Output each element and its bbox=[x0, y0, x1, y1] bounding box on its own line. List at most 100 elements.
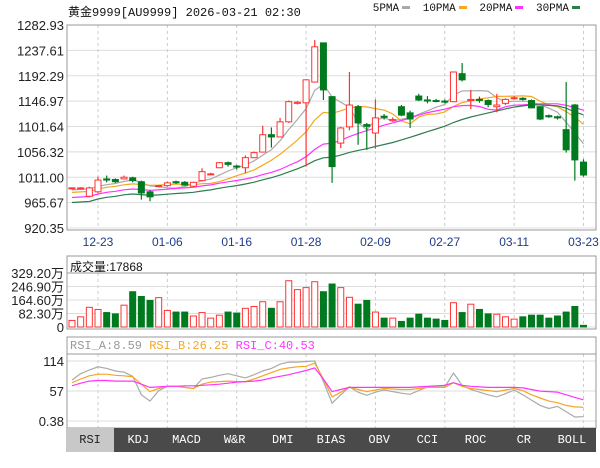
volume-bar bbox=[155, 297, 163, 328]
ma-legend: 5PMA 10PMA 20PMA 30PMA bbox=[373, 3, 586, 15]
candle-body bbox=[267, 134, 275, 138]
legend-30pma: 30PMA bbox=[535, 3, 569, 15]
volume-bar bbox=[77, 316, 85, 328]
volume-header-box bbox=[66, 255, 597, 274]
volume-bar bbox=[103, 312, 111, 328]
candle-body bbox=[224, 162, 232, 165]
volume-bar bbox=[475, 308, 483, 328]
candle-body bbox=[458, 73, 466, 81]
candle-body bbox=[285, 101, 293, 123]
volume-bar bbox=[250, 305, 258, 328]
candle-body bbox=[215, 162, 223, 169]
volume-bar bbox=[189, 315, 197, 328]
candle-body bbox=[545, 115, 553, 118]
date-tick-label: 03-23 bbox=[568, 235, 599, 249]
candle-body bbox=[103, 178, 111, 181]
tab-roc[interactable]: ROC bbox=[464, 433, 487, 447]
tab-cci[interactable]: CCI bbox=[416, 433, 439, 447]
candle-body bbox=[501, 98, 509, 104]
volume-bar bbox=[241, 307, 249, 328]
tab-cr[interactable]: CR bbox=[516, 433, 531, 447]
volume-bar bbox=[181, 311, 189, 328]
volume-bar bbox=[319, 291, 327, 328]
candle-body bbox=[172, 181, 180, 184]
candle-body bbox=[181, 181, 189, 186]
candle-body bbox=[94, 179, 102, 193]
candle-body bbox=[371, 117, 379, 134]
tab-obv[interactable]: OBV bbox=[368, 433, 391, 447]
candle-body bbox=[354, 106, 362, 124]
volume-bar bbox=[163, 309, 171, 328]
tab-dmi[interactable]: DMI bbox=[272, 433, 294, 447]
candle-body bbox=[293, 101, 301, 104]
candle-body bbox=[137, 181, 145, 194]
volume-bar bbox=[85, 306, 93, 328]
volume-tick-label: 0 bbox=[57, 320, 64, 335]
tab-boll[interactable]: BOLL bbox=[557, 433, 587, 447]
volume-bar bbox=[215, 314, 223, 328]
volume-bar bbox=[233, 312, 241, 328]
price-tick-label: 1011.00 bbox=[18, 170, 64, 185]
chart-title: 黄金9999[AU9999] 2026-03-21 02:30 bbox=[68, 6, 301, 20]
price-tick-label: 1056.32 bbox=[17, 145, 64, 160]
date-tick-label: 01-28 bbox=[291, 235, 322, 249]
date-tick-label: 01-06 bbox=[152, 235, 183, 249]
tab-kdj[interactable]: KDJ bbox=[127, 433, 150, 447]
volume-bar bbox=[397, 320, 405, 328]
tab-macd[interactable]: MACD bbox=[172, 433, 201, 447]
volume-bar bbox=[328, 283, 336, 328]
rsi-line-rsi_b bbox=[71, 362, 584, 408]
volume-tick-label: 82.30万 bbox=[18, 307, 64, 322]
candle-body bbox=[155, 185, 163, 188]
candle-body bbox=[449, 71, 457, 103]
date-tick-label: 01-16 bbox=[221, 235, 252, 249]
volume-bar bbox=[94, 308, 102, 328]
tab-rsi[interactable]: RSI bbox=[66, 428, 115, 452]
candle-body bbox=[571, 104, 579, 161]
candle-body bbox=[207, 173, 215, 176]
volume-bar bbox=[120, 304, 128, 328]
candle-body bbox=[423, 99, 431, 102]
volume-bar bbox=[501, 316, 509, 328]
volume-bar bbox=[423, 317, 431, 328]
ma-line-20 bbox=[71, 103, 584, 199]
volume-bar bbox=[111, 313, 119, 328]
tab-bias[interactable]: BIAS bbox=[316, 433, 346, 447]
volume-bar bbox=[527, 314, 535, 328]
legend-swatch bbox=[458, 5, 467, 9]
volume-bar bbox=[68, 319, 76, 328]
volume-bar bbox=[571, 305, 579, 328]
date-tick-label: 12-23 bbox=[83, 235, 114, 249]
volume-bar bbox=[449, 302, 457, 328]
date-tick-label: 03-11 bbox=[499, 235, 529, 249]
candle-body bbox=[363, 124, 371, 127]
candle-body bbox=[111, 178, 119, 183]
legend-10pma: 10PMA bbox=[422, 3, 456, 15]
rsi-b-label: RSI_B:26.25 bbox=[149, 339, 229, 353]
volume-bar bbox=[137, 295, 145, 328]
volume-bar bbox=[493, 313, 501, 328]
tab-wr[interactable]: W&R bbox=[223, 433, 246, 447]
candle-body bbox=[163, 182, 171, 187]
candle-body bbox=[415, 95, 423, 101]
ma-line-30 bbox=[71, 104, 584, 204]
candle-body bbox=[562, 129, 570, 151]
candle-body bbox=[536, 106, 544, 120]
date-tick-label: 02-27 bbox=[429, 235, 460, 249]
price-panel bbox=[66, 24, 597, 231]
rsi-a-label: RSI_A:8.59 bbox=[70, 339, 143, 353]
candle-body bbox=[77, 187, 85, 190]
legend-swatch bbox=[515, 5, 524, 9]
candle-body bbox=[311, 46, 319, 83]
candle-body bbox=[553, 116, 561, 119]
candle-body bbox=[475, 98, 483, 101]
volume-bar bbox=[553, 315, 561, 328]
rsi-tick-label: 57 bbox=[50, 384, 64, 399]
volume-header: 成交量:17868 bbox=[70, 260, 143, 274]
rsi-line-rsi_a bbox=[71, 360, 584, 418]
legend-20pma: 20PMA bbox=[479, 3, 513, 15]
volume-bar bbox=[267, 307, 275, 328]
volume-bar bbox=[285, 280, 293, 328]
volume-bar bbox=[380, 317, 388, 328]
